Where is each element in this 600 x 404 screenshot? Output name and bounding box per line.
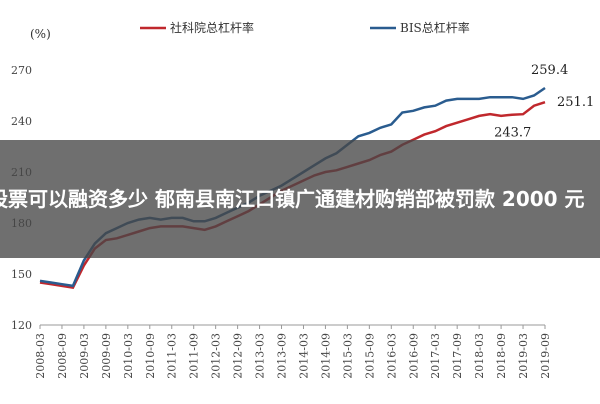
x-tick-label: 2014-03 [297, 333, 310, 379]
x-tick-label: 2009-03 [78, 333, 91, 379]
x-tick-label: 2009-09 [100, 333, 113, 379]
x-tick-label: 2008-09 [56, 333, 69, 379]
y-tick-label: 120 [11, 319, 32, 332]
legend-label: 社科院总杠杆率 [170, 20, 254, 35]
banner: 股票可以融资多少 郁南县南江口镇广通建材购销部被罚款 2000 元 [0, 140, 600, 258]
x-tick-label: 2011-09 [188, 333, 201, 379]
y-tick-label: 150 [11, 268, 32, 281]
y-unit: (%) [30, 27, 51, 41]
x-tick-label: 2017-03 [429, 333, 442, 379]
x-tick-label: 2015-03 [341, 333, 354, 379]
x-tick-label: 2010-03 [122, 333, 135, 379]
x-tick-label: 2019-03 [517, 333, 530, 379]
value-label: 259.4 [531, 63, 568, 78]
value-label: 251.1 [557, 95, 594, 110]
x-tick-label: 2011-03 [166, 333, 179, 379]
y-tick-label: 240 [11, 115, 32, 128]
x-tick-label: 2019-09 [539, 333, 552, 379]
x-tick-label: 2013-03 [254, 333, 267, 379]
legend-label: BIS总杠杆率 [400, 20, 470, 35]
banner-text: 股票可以融资多少 郁南县南江口镇广通建材购销部被罚款 2000 元 [0, 187, 585, 211]
y-tick-label: 270 [11, 64, 32, 77]
x-tick-label: 2016-09 [407, 333, 420, 379]
x-tick-label: 2012-03 [210, 333, 223, 379]
x-tick-label: 2010-09 [144, 333, 157, 379]
x-tick-label: 2015-09 [363, 333, 376, 379]
x-tick-label: 2018-03 [473, 333, 486, 379]
x-tick-label: 2014-09 [319, 333, 332, 379]
x-tick-label: 2018-09 [495, 333, 508, 379]
x-tick-label: 2008-03 [34, 333, 47, 379]
x-tick-label: 2016-03 [385, 333, 398, 379]
x-tick-label: 2012-09 [232, 333, 245, 379]
x-tick-label: 2017-09 [451, 333, 464, 379]
value-label: 243.7 [494, 126, 531, 141]
x-tick-label: 2013-09 [276, 333, 289, 379]
